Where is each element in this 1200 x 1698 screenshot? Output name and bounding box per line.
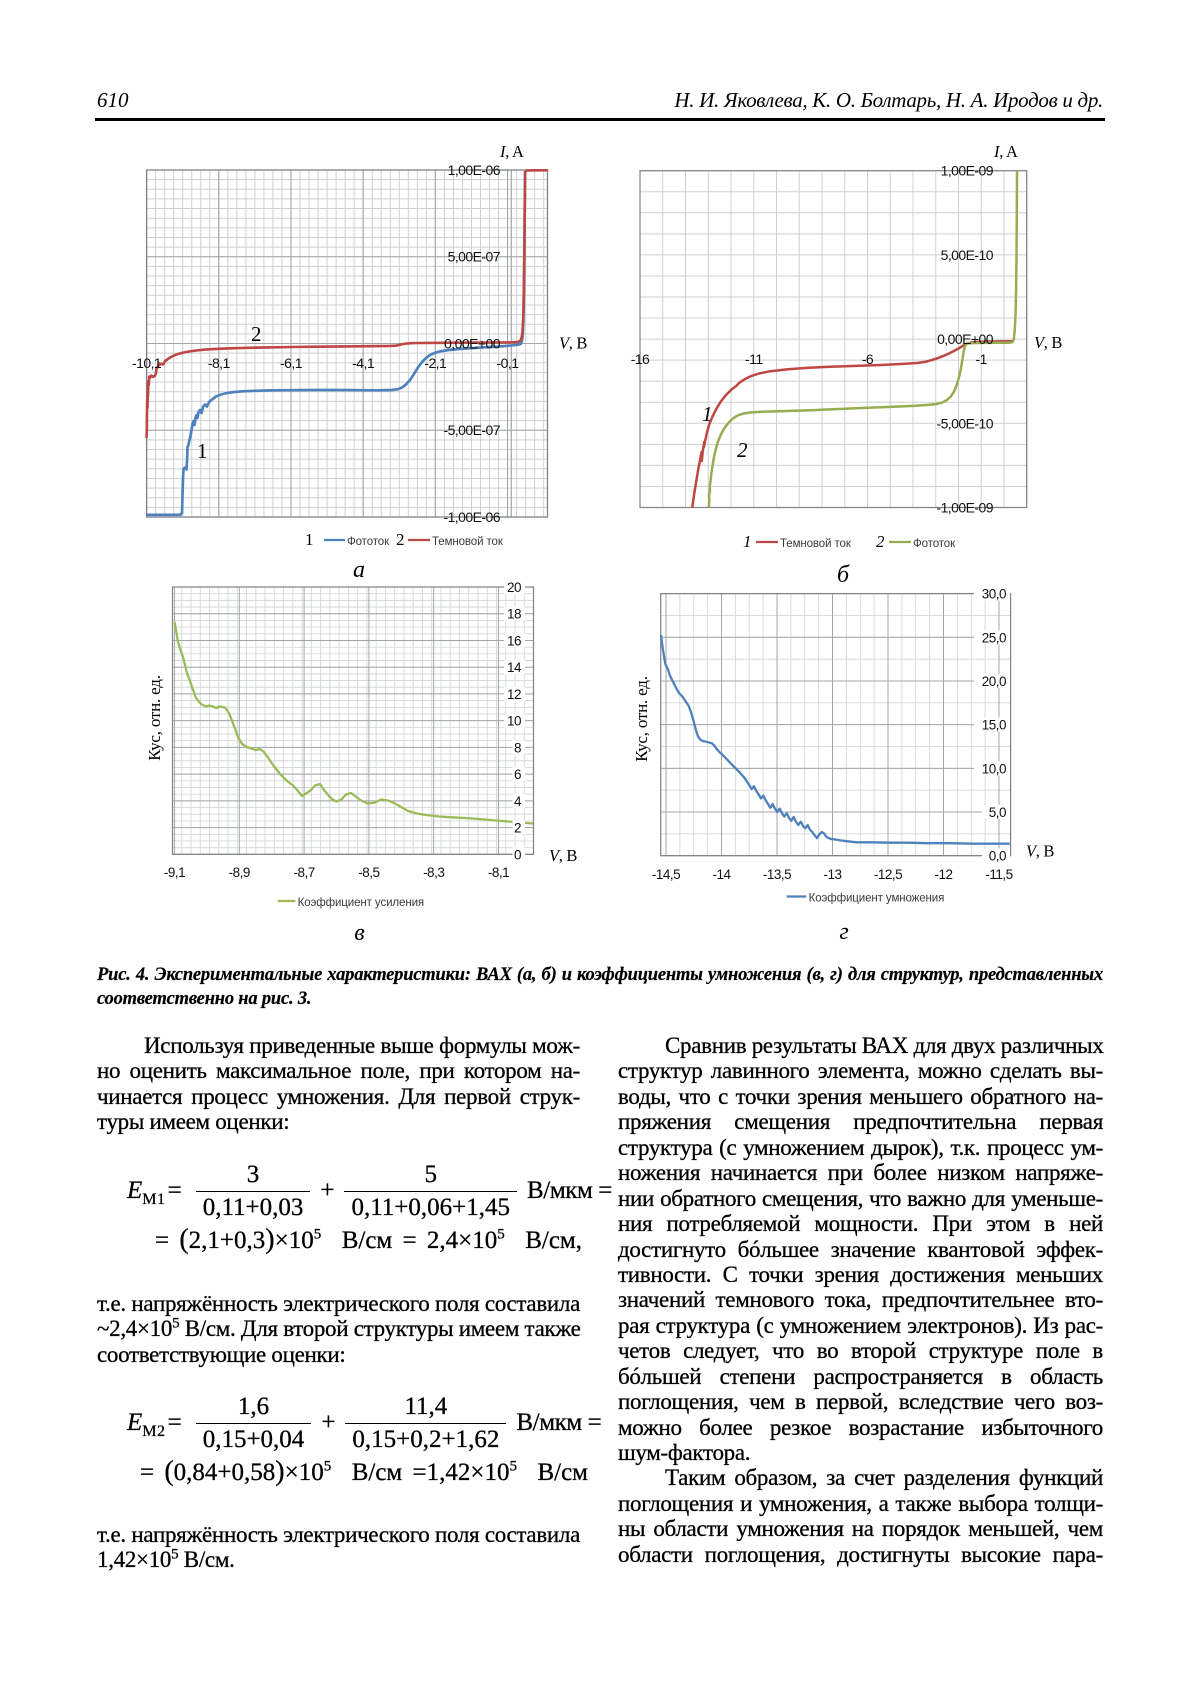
svg-text:г: г — [839, 919, 848, 945]
svg-text:5,00E-07: 5,00E-07 — [448, 249, 501, 265]
svg-text:1: 1 — [702, 402, 713, 426]
svg-text:Темновой ток: Темновой ток — [432, 536, 504, 548]
svg-text:-0,1: -0,1 — [497, 355, 520, 371]
svg-text:8: 8 — [514, 740, 521, 755]
svg-text:30,0: 30,0 — [982, 587, 1006, 602]
svg-text:0,0: 0,0 — [989, 849, 1006, 864]
svg-text:V, В: V, В — [549, 846, 577, 865]
svg-text:-8,1: -8,1 — [208, 355, 231, 371]
svg-text:18: 18 — [507, 607, 521, 622]
svg-text:-8,5: -8,5 — [358, 865, 379, 880]
svg-text:10,0: 10,0 — [982, 761, 1006, 776]
svg-text:-6,1: -6,1 — [280, 355, 303, 371]
svg-text:Коэффициент умножения: Коэффициент умножения — [809, 893, 945, 905]
svg-text:Кус, отн. ед.: Кус, отн. ед. — [145, 675, 164, 761]
svg-text:Фототок: Фототок — [913, 538, 956, 550]
svg-text:1,00E-09: 1,00E-09 — [941, 163, 994, 179]
svg-text:-1: -1 — [976, 351, 988, 367]
svg-text:в: в — [354, 920, 364, 946]
svg-text:10: 10 — [507, 714, 521, 729]
svg-text:0,00E+00: 0,00E+00 — [937, 331, 994, 347]
svg-text:V, В: V, В — [1034, 333, 1062, 352]
svg-text:Коэффициент усиления: Коэффициент усиления — [298, 897, 424, 909]
svg-text:-9,1: -9,1 — [164, 865, 185, 880]
svg-text:-12: -12 — [934, 867, 952, 882]
svg-text:I, A: I, A — [993, 142, 1018, 161]
svg-text:25,0: 25,0 — [982, 630, 1006, 645]
svg-text:2: 2 — [396, 530, 405, 549]
svg-text:-2,1: -2,1 — [424, 355, 447, 371]
svg-text:6: 6 — [514, 767, 521, 782]
svg-text:-8,1: -8,1 — [488, 865, 509, 880]
svg-text:-1,00E-06: -1,00E-06 — [443, 509, 500, 525]
svg-text:Темновой ток: Темновой ток — [780, 538, 852, 550]
svg-text:-8,7: -8,7 — [293, 865, 314, 880]
svg-text:-12,5: -12,5 — [874, 867, 902, 882]
svg-text:20: 20 — [507, 580, 521, 595]
svg-text:I, A: I, A — [499, 142, 524, 161]
svg-text:0,00E+00: 0,00E+00 — [444, 336, 501, 352]
svg-text:V, В: V, В — [1026, 842, 1054, 861]
svg-text:-8,9: -8,9 — [229, 865, 250, 880]
svg-text:-5,00E-07: -5,00E-07 — [443, 422, 500, 438]
svg-text:-11,5: -11,5 — [985, 867, 1012, 882]
svg-text:12: 12 — [507, 687, 521, 702]
svg-text:2: 2 — [876, 532, 885, 551]
svg-text:2: 2 — [251, 322, 262, 346]
svg-text:-13: -13 — [823, 867, 841, 882]
svg-text:2: 2 — [514, 821, 521, 836]
svg-text:-11: -11 — [745, 351, 763, 367]
svg-text:-14: -14 — [712, 867, 731, 882]
svg-text:V, В: V, В — [559, 334, 587, 353]
svg-text:-6: -6 — [862, 351, 874, 367]
svg-text:Фототок: Фототок — [347, 536, 390, 548]
svg-text:5,00E-10: 5,00E-10 — [941, 247, 994, 263]
svg-text:1,00E-06: 1,00E-06 — [448, 162, 501, 178]
svg-text:Кус, отн. ед.: Кус, отн. ед. — [632, 676, 651, 762]
svg-text:а: а — [353, 557, 365, 583]
svg-text:б: б — [837, 562, 850, 588]
svg-text:1: 1 — [197, 439, 208, 463]
svg-text:5,0: 5,0 — [989, 805, 1006, 820]
svg-text:-16: -16 — [631, 351, 650, 367]
svg-text:-8,3: -8,3 — [423, 865, 444, 880]
svg-text:-14,5: -14,5 — [652, 867, 680, 882]
svg-text:0: 0 — [514, 847, 521, 862]
svg-text:-5,00E-10: -5,00E-10 — [936, 415, 993, 431]
svg-text:1: 1 — [305, 530, 314, 549]
svg-text:-1,00E-09: -1,00E-09 — [936, 500, 993, 516]
svg-text:20,0: 20,0 — [982, 674, 1006, 689]
svg-text:15,0: 15,0 — [982, 718, 1006, 733]
svg-text:-13,5: -13,5 — [763, 867, 791, 882]
svg-text:2: 2 — [737, 438, 748, 462]
svg-text:16: 16 — [507, 633, 521, 648]
svg-text:-10,1: -10,1 — [132, 355, 162, 371]
svg-text:4: 4 — [514, 794, 522, 809]
svg-text:-4,1: -4,1 — [352, 355, 375, 371]
svg-text:14: 14 — [507, 660, 522, 675]
svg-text:1: 1 — [743, 532, 752, 551]
